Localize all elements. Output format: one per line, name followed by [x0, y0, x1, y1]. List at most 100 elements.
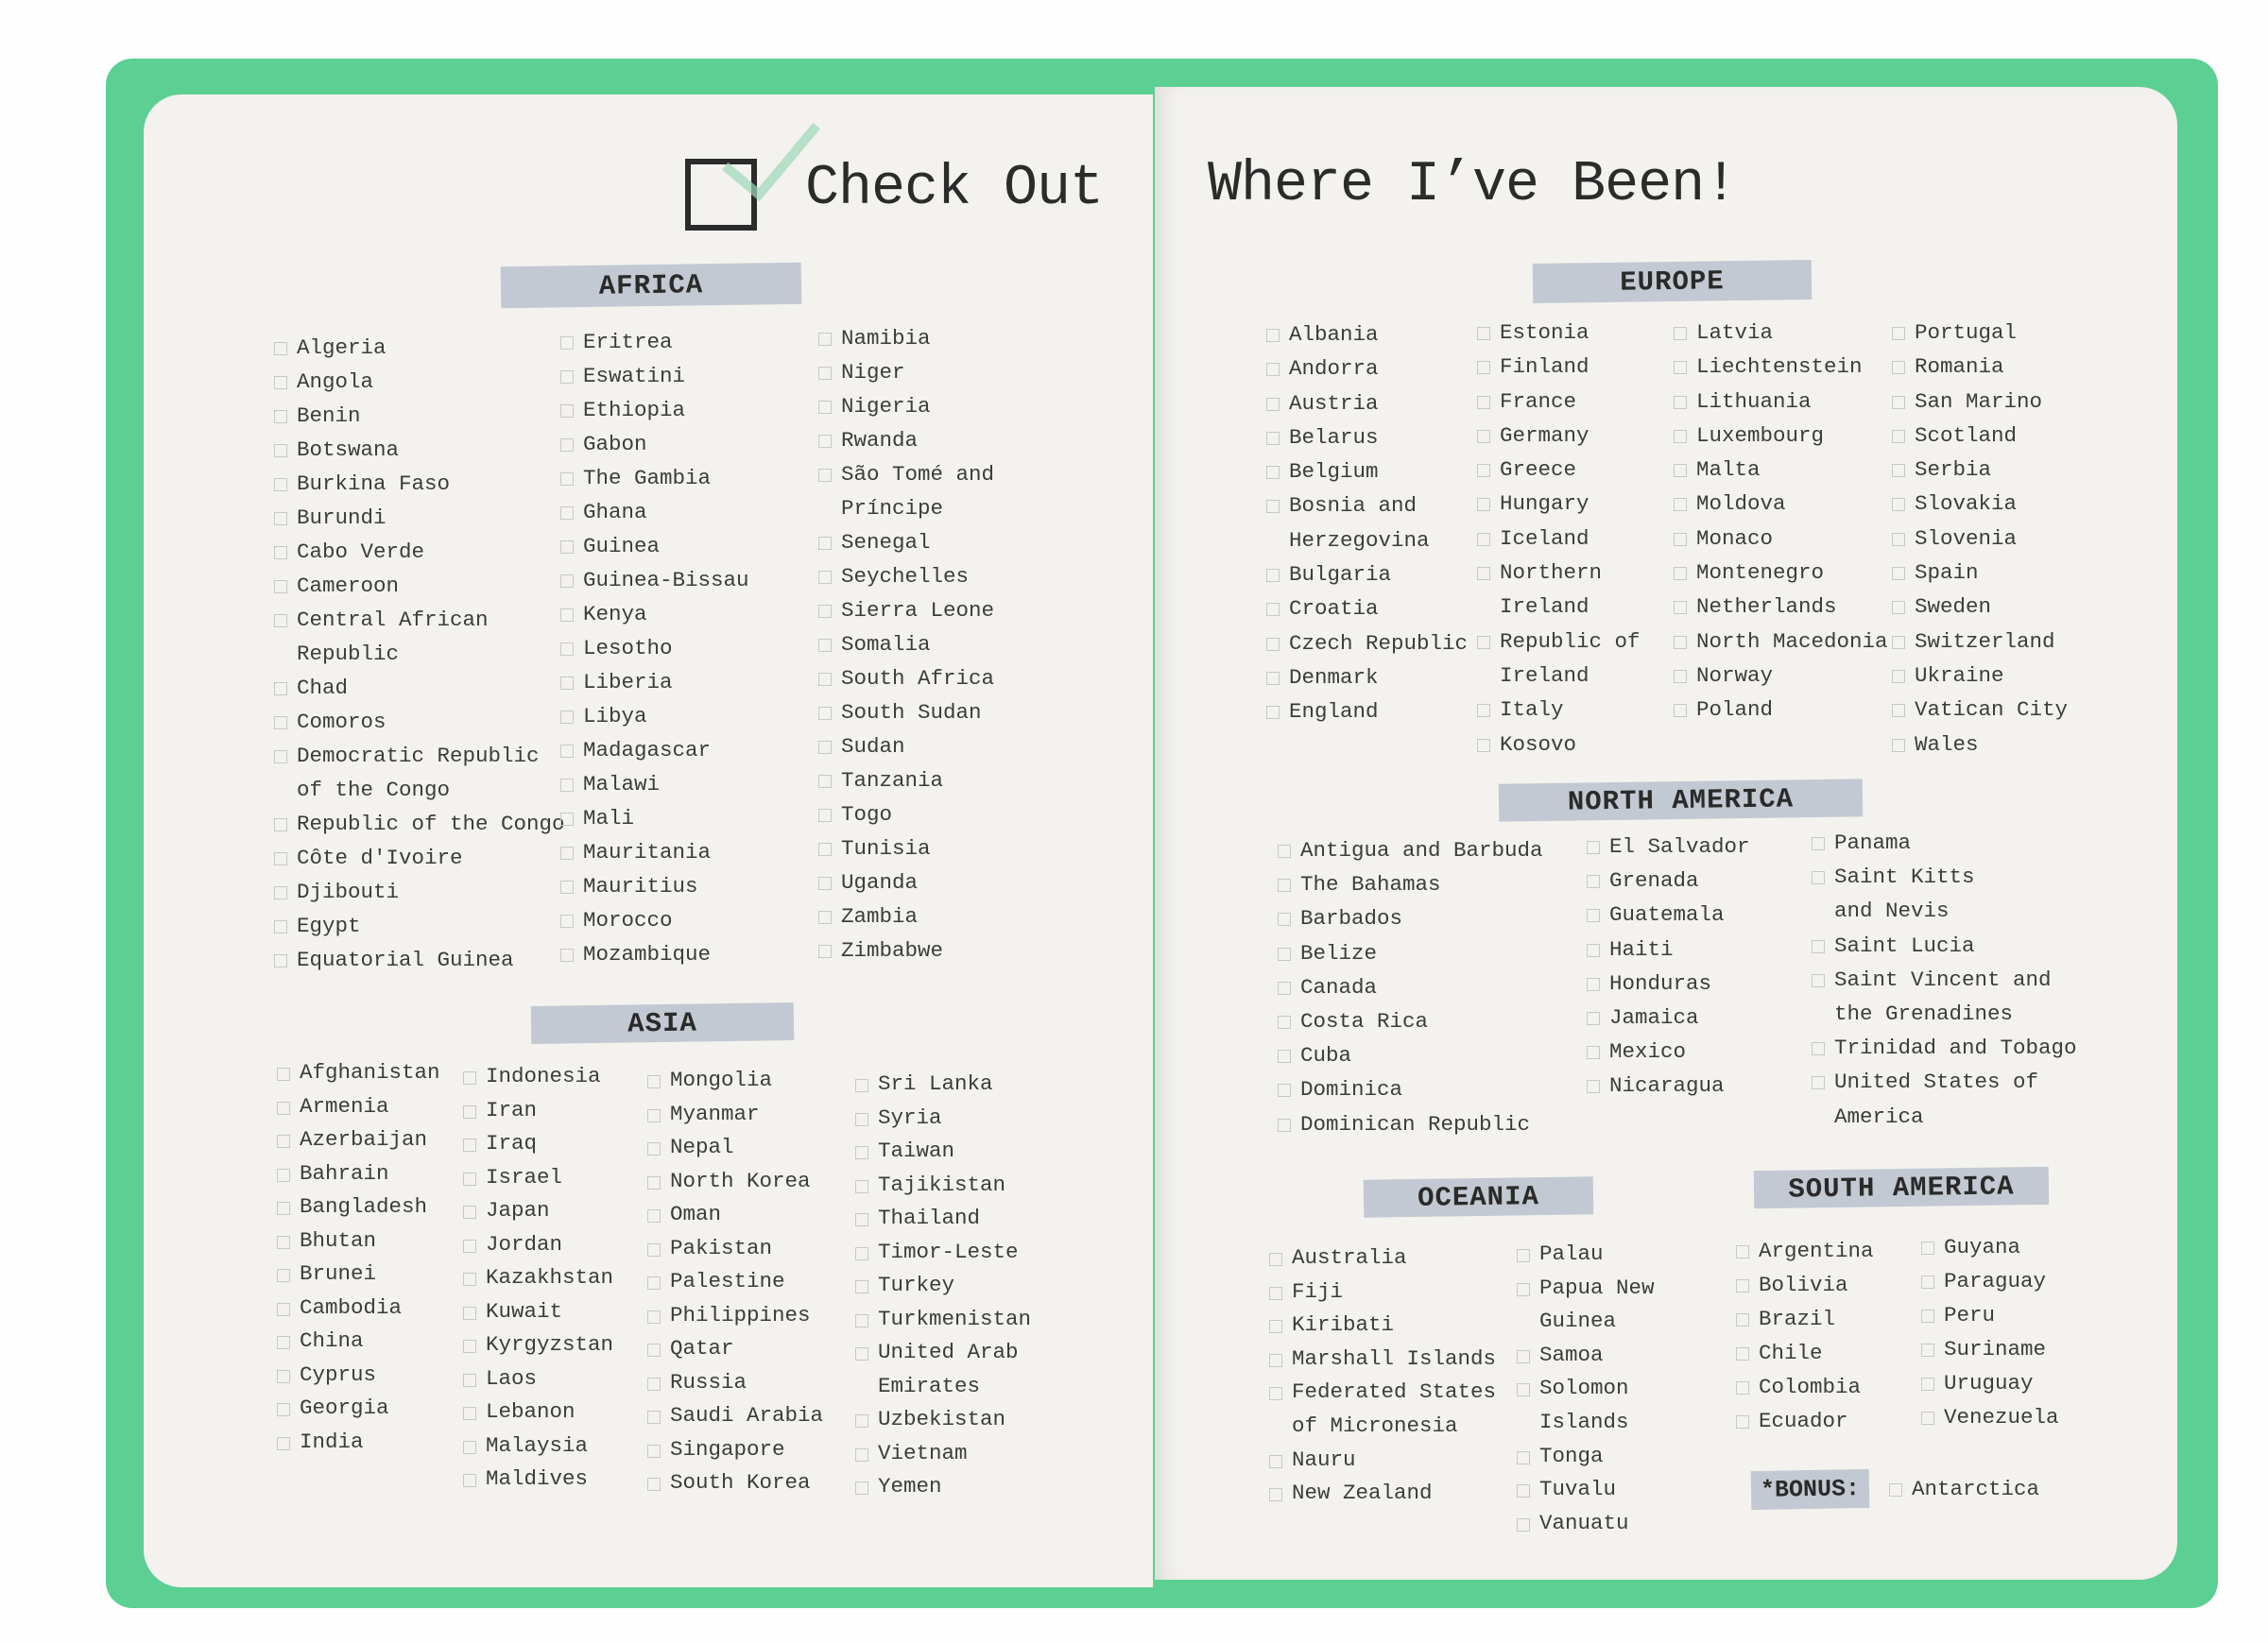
- checkbox[interactable]: [560, 847, 574, 860]
- checkbox[interactable]: [274, 886, 287, 899]
- checkbox[interactable]: [1674, 532, 1687, 546]
- checkbox[interactable]: [1674, 498, 1687, 512]
- checkbox[interactable]: [1674, 704, 1687, 718]
- checkbox[interactable]: [560, 336, 574, 350]
- list-item[interactable]: Wales: [1892, 728, 2068, 762]
- list-item[interactable]: Colombia: [1736, 1370, 1874, 1404]
- list-item[interactable]: Slovakia: [1892, 487, 2068, 521]
- checkbox[interactable]: [560, 608, 574, 622]
- list-item[interactable]: Trinidad and Tobago: [1812, 1031, 2077, 1065]
- list-item[interactable]: Angola: [274, 365, 565, 399]
- checkbox[interactable]: [855, 1280, 868, 1293]
- checkbox[interactable]: [647, 1142, 661, 1156]
- checkbox[interactable]: [274, 750, 287, 763]
- checkbox[interactable]: [463, 1407, 476, 1420]
- list-item[interactable]: Japan: [463, 1194, 613, 1228]
- list-item[interactable]: Portugal: [1892, 316, 2068, 350]
- list-item[interactable]: South Africa: [818, 661, 994, 695]
- checkbox[interactable]: [1278, 1050, 1291, 1064]
- list-item[interactable]: Syria: [855, 1102, 1031, 1136]
- list-item[interactable]: Brazil: [1736, 1302, 1874, 1336]
- list-item[interactable]: Armenia: [277, 1090, 440, 1124]
- list-item[interactable]: Zimbabwe: [818, 933, 994, 968]
- list-item[interactable]: Liberia: [560, 665, 749, 699]
- list-item[interactable]: Saint Kitts and Nevis: [1812, 860, 2077, 928]
- list-item[interactable]: United States of America: [1812, 1065, 2077, 1133]
- checkbox[interactable]: [1266, 363, 1280, 377]
- checkbox[interactable]: [560, 711, 574, 724]
- list-item[interactable]: Mali: [560, 801, 749, 835]
- list-item[interactable]: Northern Ireland: [1477, 556, 1641, 625]
- checkbox[interactable]: [274, 512, 287, 525]
- list-item[interactable]: Samoa: [1517, 1339, 1655, 1373]
- list-item-antarctica[interactable]: Antarctica: [1889, 1472, 2039, 1506]
- list-item[interactable]: Canada: [1278, 970, 1543, 1004]
- checkbox[interactable]: [1892, 567, 1905, 581]
- list-item[interactable]: Turkey: [855, 1269, 1031, 1303]
- checkbox[interactable]: [1278, 845, 1291, 858]
- list-item[interactable]: Liechtenstein: [1674, 350, 1888, 384]
- checkbox[interactable]: [647, 1276, 661, 1290]
- checkbox[interactable]: [274, 376, 287, 389]
- list-item[interactable]: Brunei: [277, 1258, 440, 1292]
- list-item[interactable]: El Salvador: [1587, 830, 1750, 864]
- list-item[interactable]: Namibia: [818, 321, 994, 355]
- list-item[interactable]: Zambia: [818, 899, 994, 933]
- list-item[interactable]: Lesotho: [560, 631, 749, 665]
- checkbox[interactable]: [560, 779, 574, 792]
- checkbox[interactable]: [1477, 498, 1490, 512]
- checkbox[interactable]: [1477, 635, 1490, 649]
- checkbox[interactable]: [1266, 603, 1280, 617]
- list-item[interactable]: Republic of the Congo: [274, 807, 565, 841]
- list-item[interactable]: Poland: [1674, 693, 1888, 727]
- checkbox[interactable]: [274, 478, 287, 491]
- checkbox[interactable]: [1266, 671, 1280, 685]
- list-item[interactable]: Cyprus: [277, 1359, 440, 1393]
- checkbox[interactable]: [1278, 1118, 1291, 1132]
- list-item[interactable]: Malta: [1674, 453, 1888, 487]
- list-item[interactable]: North Macedonia: [1674, 625, 1888, 659]
- checkbox[interactable]: [277, 1336, 290, 1349]
- checkbox[interactable]: [1269, 1286, 1282, 1300]
- checkbox[interactable]: [560, 506, 574, 520]
- checkbox[interactable]: [1517, 1450, 1530, 1464]
- list-item[interactable]: Serbia: [1892, 453, 2068, 487]
- checkbox[interactable]: [818, 911, 832, 924]
- checkbox[interactable]: [1477, 464, 1490, 478]
- checkbox[interactable]: [1587, 909, 1600, 923]
- list-item[interactable]: Myanmar: [647, 1098, 823, 1132]
- checkbox[interactable]: [1517, 1282, 1530, 1296]
- checkbox[interactable]: [1266, 397, 1280, 411]
- checkbox[interactable]: [818, 673, 832, 686]
- list-item[interactable]: Austria: [1266, 386, 1468, 420]
- checkbox[interactable]: [1269, 1320, 1282, 1334]
- list-item[interactable]: Russia: [647, 1366, 823, 1400]
- list-item[interactable]: Iceland: [1477, 522, 1641, 556]
- list-item[interactable]: Somalia: [818, 627, 994, 661]
- list-item[interactable]: Grenada: [1587, 864, 1750, 898]
- list-item[interactable]: Estonia: [1477, 316, 1641, 350]
- list-item[interactable]: Antigua and Barbuda: [1278, 833, 1543, 867]
- checkbox[interactable]: [855, 1347, 868, 1361]
- checkbox[interactable]: [1674, 601, 1687, 615]
- checkbox[interactable]: [277, 1369, 290, 1383]
- checkbox[interactable]: [647, 1108, 661, 1122]
- list-item[interactable]: Ghana: [560, 495, 749, 529]
- checkbox[interactable]: [463, 1071, 476, 1085]
- checkbox[interactable]: [274, 410, 287, 423]
- checkbox[interactable]: [1278, 913, 1291, 927]
- checkbox[interactable]: [1278, 1084, 1291, 1098]
- checkbox[interactable]: [855, 1213, 868, 1226]
- list-item[interactable]: Azerbaijan: [277, 1123, 440, 1157]
- checkbox[interactable]: [1892, 704, 1905, 718]
- checkbox[interactable]: [818, 741, 832, 754]
- list-item[interactable]: Tanzania: [818, 763, 994, 797]
- list-item[interactable]: Switzerland: [1892, 625, 2068, 659]
- checkbox[interactable]: [463, 1340, 476, 1353]
- list-item[interactable]: Lebanon: [463, 1396, 613, 1430]
- list-item[interactable]: Libya: [560, 699, 749, 733]
- list-item[interactable]: England: [1266, 694, 1468, 728]
- checkbox[interactable]: [818, 367, 832, 380]
- checkbox[interactable]: [1517, 1349, 1530, 1363]
- list-item[interactable]: Morocco: [560, 903, 749, 937]
